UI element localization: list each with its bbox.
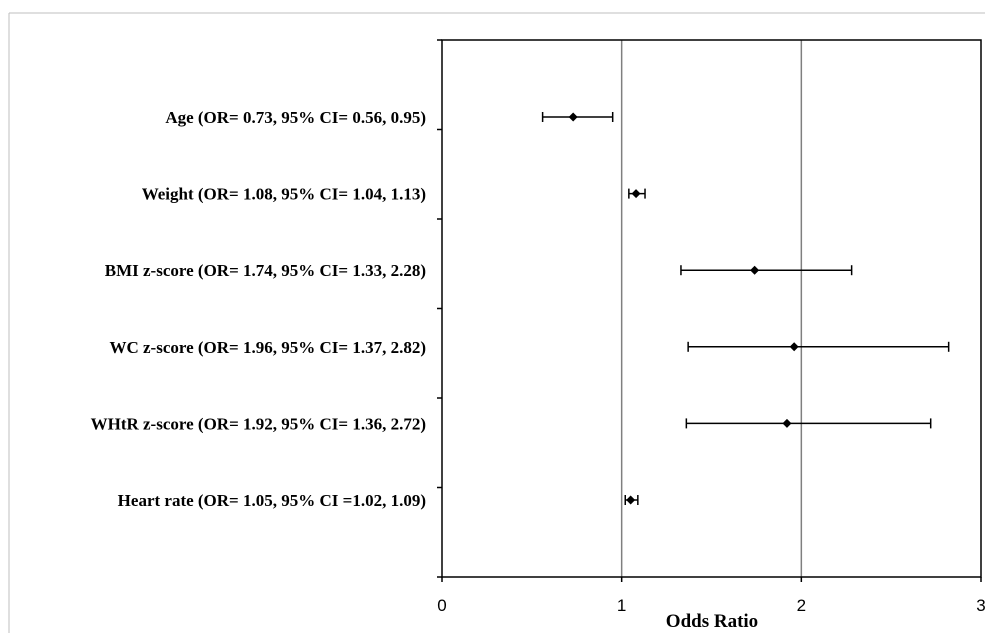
x-tick-label-3: 3 [976, 596, 985, 615]
or-point-marker [631, 189, 641, 199]
or-point-marker [789, 342, 799, 352]
or-point-marker [626, 495, 636, 505]
or-point-marker [568, 112, 578, 122]
or-point-marker [750, 265, 760, 275]
plot-frame [441, 39, 982, 578]
data-marks [541, 112, 950, 505]
x-tick-label-2: 2 [797, 596, 806, 615]
category-label: Heart rate (OR= 1.05, 95% CI =1.02, 1.09… [118, 491, 426, 510]
category-label: Age (OR= 0.73, 95% CI= 0.56, 0.95) [165, 108, 426, 127]
x-tick-label-1: 1 [617, 596, 626, 615]
x-tick-label-0: 0 [437, 596, 446, 615]
gridlines [620, 40, 803, 577]
x-axis-title: Odds Ratio [666, 611, 758, 632]
category-label: WHtR z-score (OR= 1.92, 95% CI= 1.36, 2.… [91, 414, 426, 433]
x-tick-labels: 0 1 2 3 [437, 596, 985, 615]
category-label: WC z-score (OR= 1.96, 95% CI= 1.37, 2.82… [109, 338, 426, 357]
category-label: Weight (OR= 1.08, 95% CI= 1.04, 1.13) [142, 185, 426, 204]
or-point-marker [782, 418, 792, 428]
x-axis-ticks [437, 39, 982, 582]
category-label: BMI z-score (OR= 1.74, 95% CI= 1.33, 2.2… [105, 261, 426, 280]
category-labels: Age (OR= 0.73, 95% CI= 0.56, 0.95) Weight… [91, 108, 426, 510]
